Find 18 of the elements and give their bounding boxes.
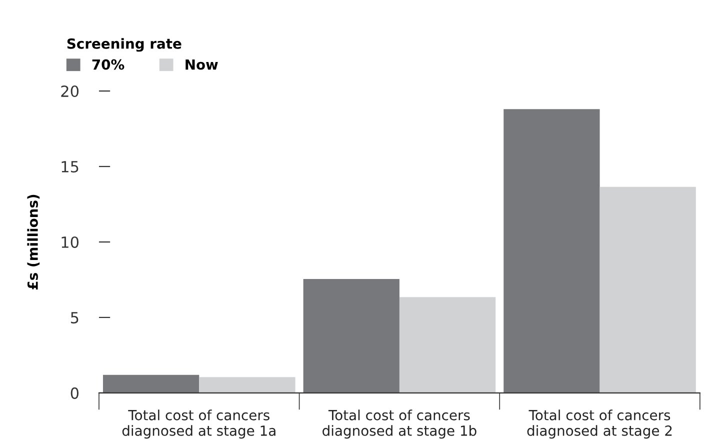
bar [199, 377, 296, 393]
y-tick-label: 0 [70, 387, 79, 399]
x-tick-label: Total cost of cancers diagnosed at stage 2 [527, 410, 672, 439]
y-tick-label: 20 [61, 85, 79, 98]
bar [102, 374, 200, 393]
x-tick-label: Total cost of cancers diagnosed at stage 1a [122, 410, 276, 439]
x-tick-label: Total cost of cancers diagnosed at stage 1b [322, 410, 476, 439]
legend-title: Screening rate [67, 38, 182, 52]
y-axis-title: £s (millions) [27, 194, 40, 290]
bar [303, 278, 400, 393]
legend-label: Now [186, 59, 218, 70]
bar [600, 186, 696, 393]
bar [399, 297, 496, 393]
bar [504, 109, 600, 393]
legend-label: 70% [92, 59, 124, 70]
y-tick-label: 10 [62, 236, 79, 248]
y-tick-label: 15 [62, 161, 78, 173]
y-tick-label: 5 [70, 312, 78, 324]
